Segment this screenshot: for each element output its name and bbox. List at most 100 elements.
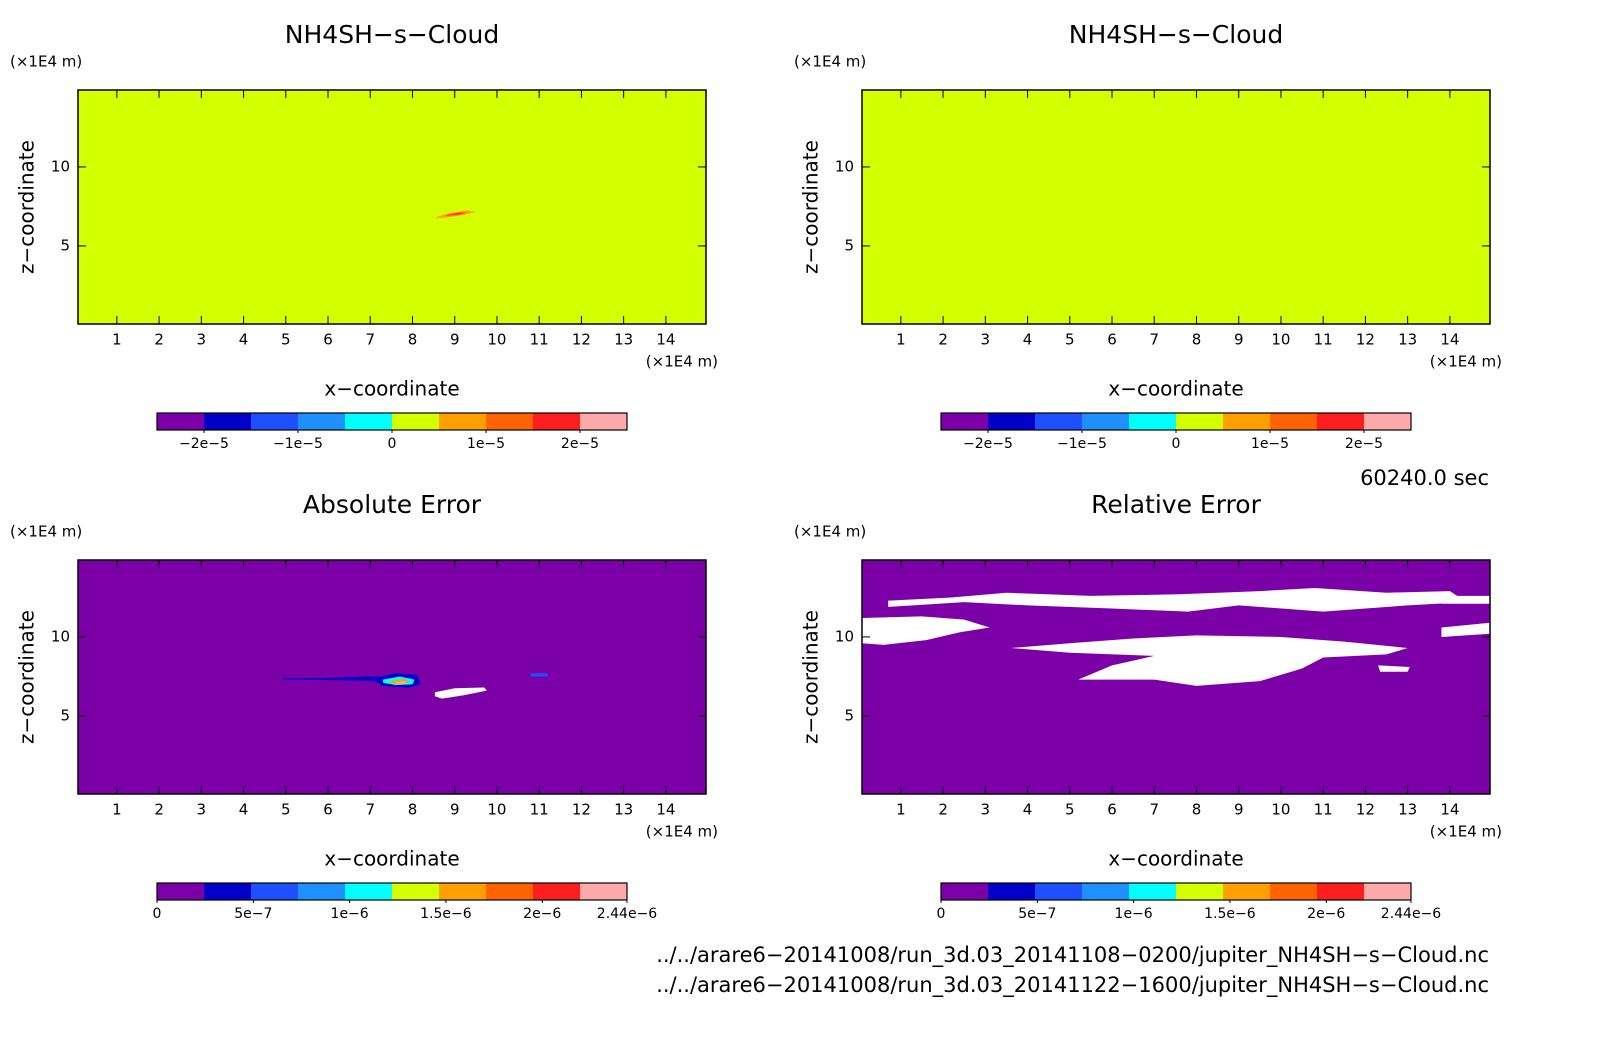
y-tick-label: 10 [51, 627, 70, 645]
x-tick-label: 4 [1023, 331, 1033, 349]
x-tick-label: 3 [981, 331, 991, 349]
time-label: 60240.0 sec [1360, 466, 1489, 490]
y-tick-label: 5 [844, 706, 854, 724]
x-tick-label: 13 [614, 331, 633, 349]
x-tick-label: 7 [1149, 331, 1159, 349]
colorbar-band [941, 883, 988, 900]
field-background [862, 90, 1490, 324]
contour-region [434, 687, 487, 699]
colorbar-tick-label: 1e−6 [331, 906, 369, 922]
x-tick-label: 14 [656, 801, 675, 819]
colorbar-band [204, 413, 251, 430]
x-tick-label: 5 [1065, 331, 1075, 349]
x-tick-label: 2 [154, 801, 164, 819]
x-tick-label: 1 [896, 801, 906, 819]
x-unit: (×1E4 m) [1430, 353, 1502, 371]
x-tick-label: 9 [1234, 801, 1244, 819]
x-tick-label: 8 [408, 331, 418, 349]
colorbar-band [157, 883, 204, 900]
x-tick-label: 12 [572, 801, 591, 819]
y-tick-label: 10 [835, 157, 854, 175]
colorbar-band [1223, 413, 1270, 430]
colorbar-frame [156, 882, 628, 901]
x-tick-label: 1 [112, 331, 122, 349]
contour-region [1010, 635, 1408, 686]
contour-region [1441, 622, 1490, 637]
x-tick-label: 9 [1234, 331, 1244, 349]
y-axis-label: z−coordinate [799, 610, 823, 744]
x-tick-label: 6 [1107, 331, 1117, 349]
x-tick-label: 10 [1271, 331, 1290, 349]
y-axis-label: z−coordinate [15, 140, 39, 274]
x-tick-label: 3 [981, 801, 991, 819]
colorbar-band [580, 413, 627, 430]
colorbar-band [1364, 883, 1411, 900]
contour-region [1441, 595, 1490, 604]
colorbar-band [486, 883, 533, 900]
colorbar-band [1317, 413, 1364, 430]
colorbar-band [1317, 883, 1364, 900]
plot-area [862, 90, 1490, 324]
colorbar-band [580, 883, 627, 900]
colorbar-band [392, 413, 439, 430]
contour-region [395, 681, 407, 684]
colorbar-band [1035, 413, 1082, 430]
contour-region [389, 678, 411, 685]
colorbar-tick-label: −2e−5 [963, 436, 1013, 452]
x-axis-label: x−coordinate [1108, 377, 1243, 401]
colorbar-band [1129, 413, 1176, 430]
colorbar-band [345, 413, 392, 430]
y-unit: (×1E4 m) [794, 523, 866, 541]
colorbar-band [1270, 413, 1317, 430]
x-tick-label: 7 [365, 331, 375, 349]
contour-region [1378, 665, 1410, 672]
y-axis-label: z−coordinate [15, 610, 39, 744]
x-tick-label: 13 [1398, 331, 1417, 349]
x-tick-label: 2 [938, 331, 948, 349]
x-tick-label: 2 [154, 331, 164, 349]
colorbar-band [988, 883, 1035, 900]
colorbar-tick-label: −1e−5 [273, 436, 323, 452]
x-unit: (×1E4 m) [646, 823, 718, 841]
x-tick-label: 2 [938, 801, 948, 819]
y-tick-label: 5 [60, 236, 70, 254]
colorbar-band [1035, 883, 1082, 900]
x-tick-label: 9 [450, 331, 460, 349]
x-tick-label: 12 [572, 331, 591, 349]
colorbar-band [1364, 413, 1411, 430]
contour-region [282, 676, 400, 682]
x-tick-label: 11 [530, 801, 549, 819]
colorbar-band [251, 883, 298, 900]
x-tick-label: 5 [281, 331, 291, 349]
field-background [78, 90, 706, 324]
x-unit: (×1E4 m) [646, 353, 718, 371]
colorbar-tick-label: 0 [937, 906, 946, 922]
colorbar-tick-label: 0 [388, 436, 397, 452]
file-path: ../../arare6−20141008/run_3d.03_20141122… [656, 973, 1489, 998]
y-tick-label: 5 [60, 706, 70, 724]
x-tick-label: 7 [1149, 801, 1159, 819]
x-tick-label: 8 [1192, 801, 1202, 819]
x-tick-label: 4 [239, 801, 249, 819]
x-tick-label: 14 [656, 331, 675, 349]
chart-title: NH4SH−s−Cloud [1069, 20, 1283, 49]
colorbar-tick-label: 2e−6 [523, 906, 561, 922]
x-tick-label: 14 [1440, 331, 1459, 349]
colorbar-tick-label: 2e−5 [1345, 436, 1383, 452]
plot-frame [77, 559, 707, 795]
colorbar-band [486, 413, 533, 430]
plot-area [862, 560, 1490, 794]
x-tick-label: 12 [1356, 801, 1375, 819]
x-tick-label: 4 [1023, 801, 1033, 819]
colorbar-band [251, 413, 298, 430]
plot-frame [861, 89, 1491, 325]
colorbar-tick-label: 1.5e−6 [420, 906, 472, 922]
chart-title: NH4SH−s−Cloud [285, 20, 499, 49]
colorbar-tick-label: 5e−7 [1018, 906, 1056, 922]
colorbar-tick-label: 0 [1172, 436, 1181, 452]
y-tick-label: 10 [835, 627, 854, 645]
x-tick-label: 6 [1107, 801, 1117, 819]
x-tick-label: 10 [487, 331, 506, 349]
